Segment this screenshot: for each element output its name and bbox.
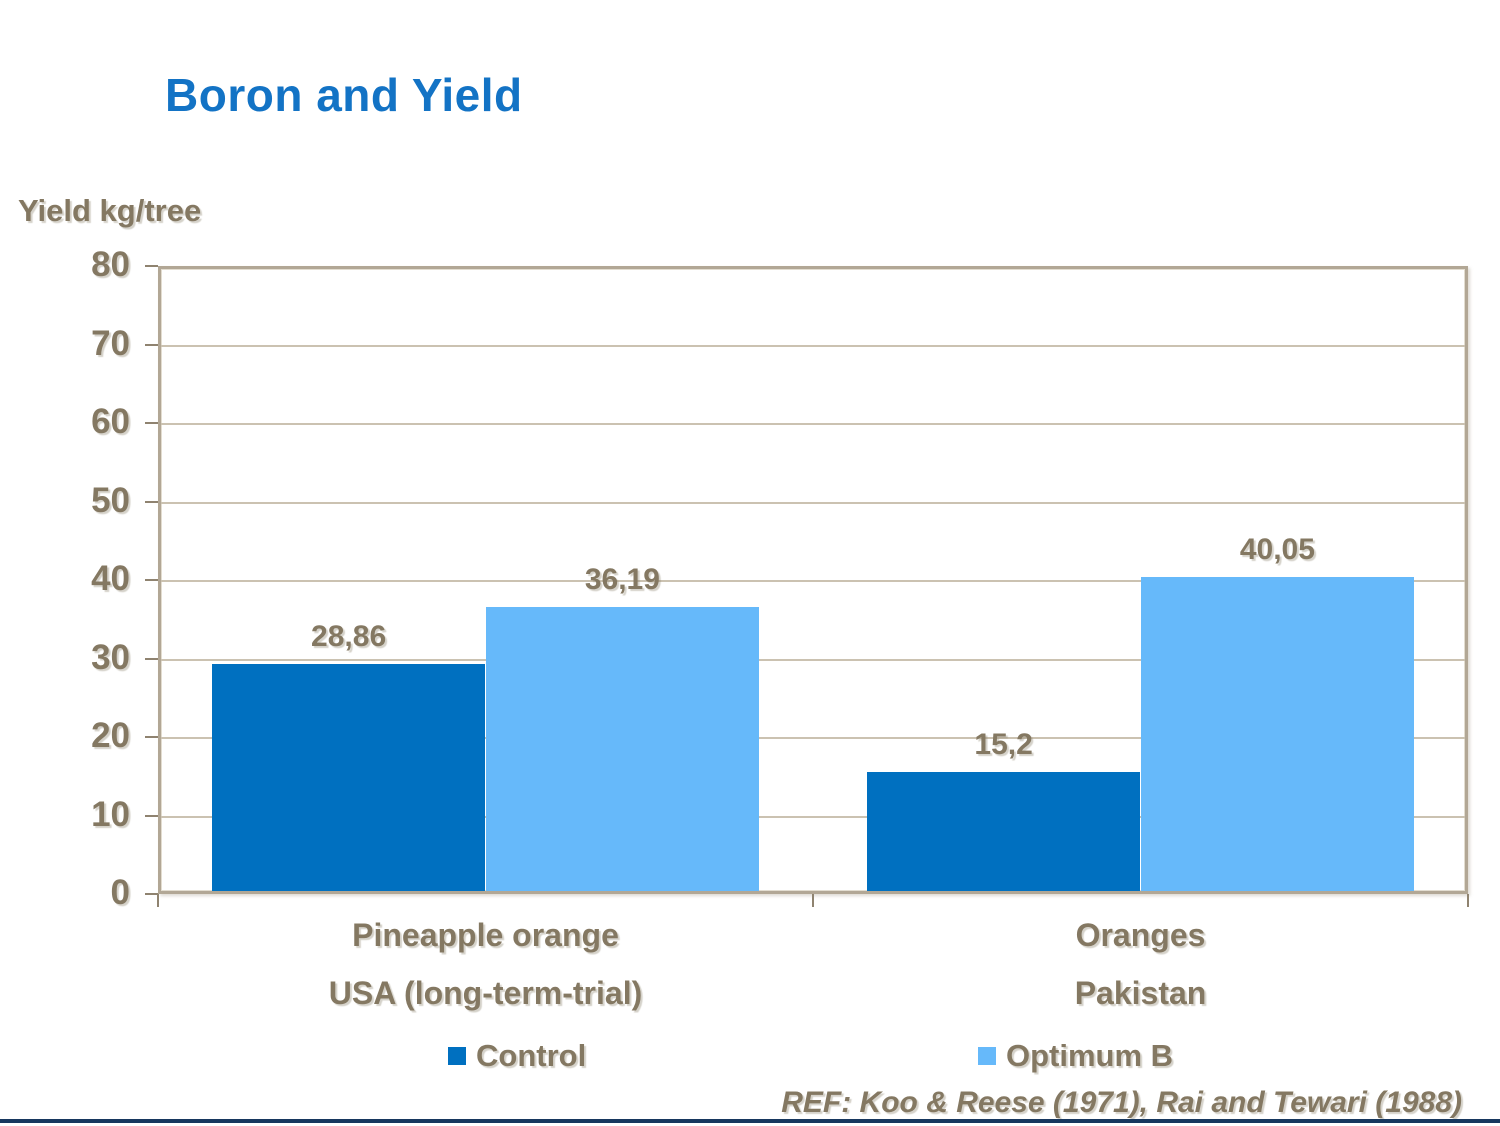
- bottom-rule: [0, 1119, 1500, 1123]
- plot-area: 28,86 15,2 36,19 40,05: [158, 266, 1468, 894]
- y-tick-mark-20: [145, 736, 158, 738]
- y-tick-label-20: 20: [91, 716, 130, 755]
- y-tick-mark-40: [145, 579, 158, 581]
- chart-title: Boron and Yield: [165, 69, 523, 121]
- legend-swatch-icon: [978, 1047, 996, 1065]
- y-tick-mark-30: [145, 657, 158, 660]
- y-tick-label-30: 30: [91, 637, 130, 677]
- legend-item-optimum-b: Optimum B: [978, 1038, 1173, 1074]
- bar-optimum-b-0: [485, 606, 760, 891]
- bar-control-1: [866, 771, 1141, 891]
- y-tick-label-60: 60: [91, 402, 130, 441]
- legend-swatch-icon: [448, 1047, 466, 1065]
- category-label-0: Pineapple orange: [352, 917, 619, 953]
- y-tick-label-10: 10: [91, 794, 130, 834]
- x-tick-mark-2: [1467, 894, 1469, 907]
- gridline-50: [161, 501, 1465, 504]
- y-tick-label-0: 0: [110, 873, 130, 912]
- bar-value-label: 36,19: [584, 562, 660, 596]
- legend-label: Optimum B: [1006, 1038, 1174, 1073]
- category-label-1: Oranges: [1075, 917, 1206, 953]
- gridline-60: [161, 423, 1465, 425]
- bar-optimum-b-1: [1140, 576, 1415, 891]
- bar-value-label: 40,05: [1239, 532, 1315, 566]
- bar-control-0: [211, 664, 486, 891]
- gridline-10: [161, 815, 1465, 818]
- x-tick-mark-1: [812, 894, 814, 907]
- reference-text: REF: Koo & Reese (1971), Rai and Tewari …: [781, 1086, 1462, 1119]
- gridline-30: [161, 658, 1465, 661]
- y-tick-mark-0: [145, 893, 158, 895]
- y-tick-mark-10: [145, 814, 158, 817]
- category-sublabel-0: USA (long-term-trial): [328, 975, 643, 1011]
- y-tick-mark-60: [145, 422, 158, 424]
- bar-value-label: 15,2: [974, 727, 1033, 761]
- gridline-70: [161, 344, 1465, 347]
- y-tick-mark-50: [145, 500, 158, 503]
- y-tick-label-80: 80: [91, 245, 130, 284]
- y-axis-title: Yield kg/tree: [18, 193, 202, 228]
- legend-item-control: Control: [448, 1038, 586, 1074]
- y-tick-mark-80: [145, 265, 158, 267]
- y-tick-label-70: 70: [91, 323, 130, 363]
- category-sublabel-1: Pakistan: [1074, 975, 1207, 1011]
- y-tick-mark-70: [145, 343, 158, 346]
- gridline-40: [161, 580, 1465, 582]
- x-tick-mark-0: [157, 894, 159, 907]
- legend-label: Control: [476, 1038, 587, 1073]
- y-tick-label-40: 40: [91, 559, 130, 598]
- y-tick-label-50: 50: [91, 480, 130, 520]
- bar-value-label: 28,86: [311, 620, 387, 654]
- gridline-20: [161, 737, 1465, 739]
